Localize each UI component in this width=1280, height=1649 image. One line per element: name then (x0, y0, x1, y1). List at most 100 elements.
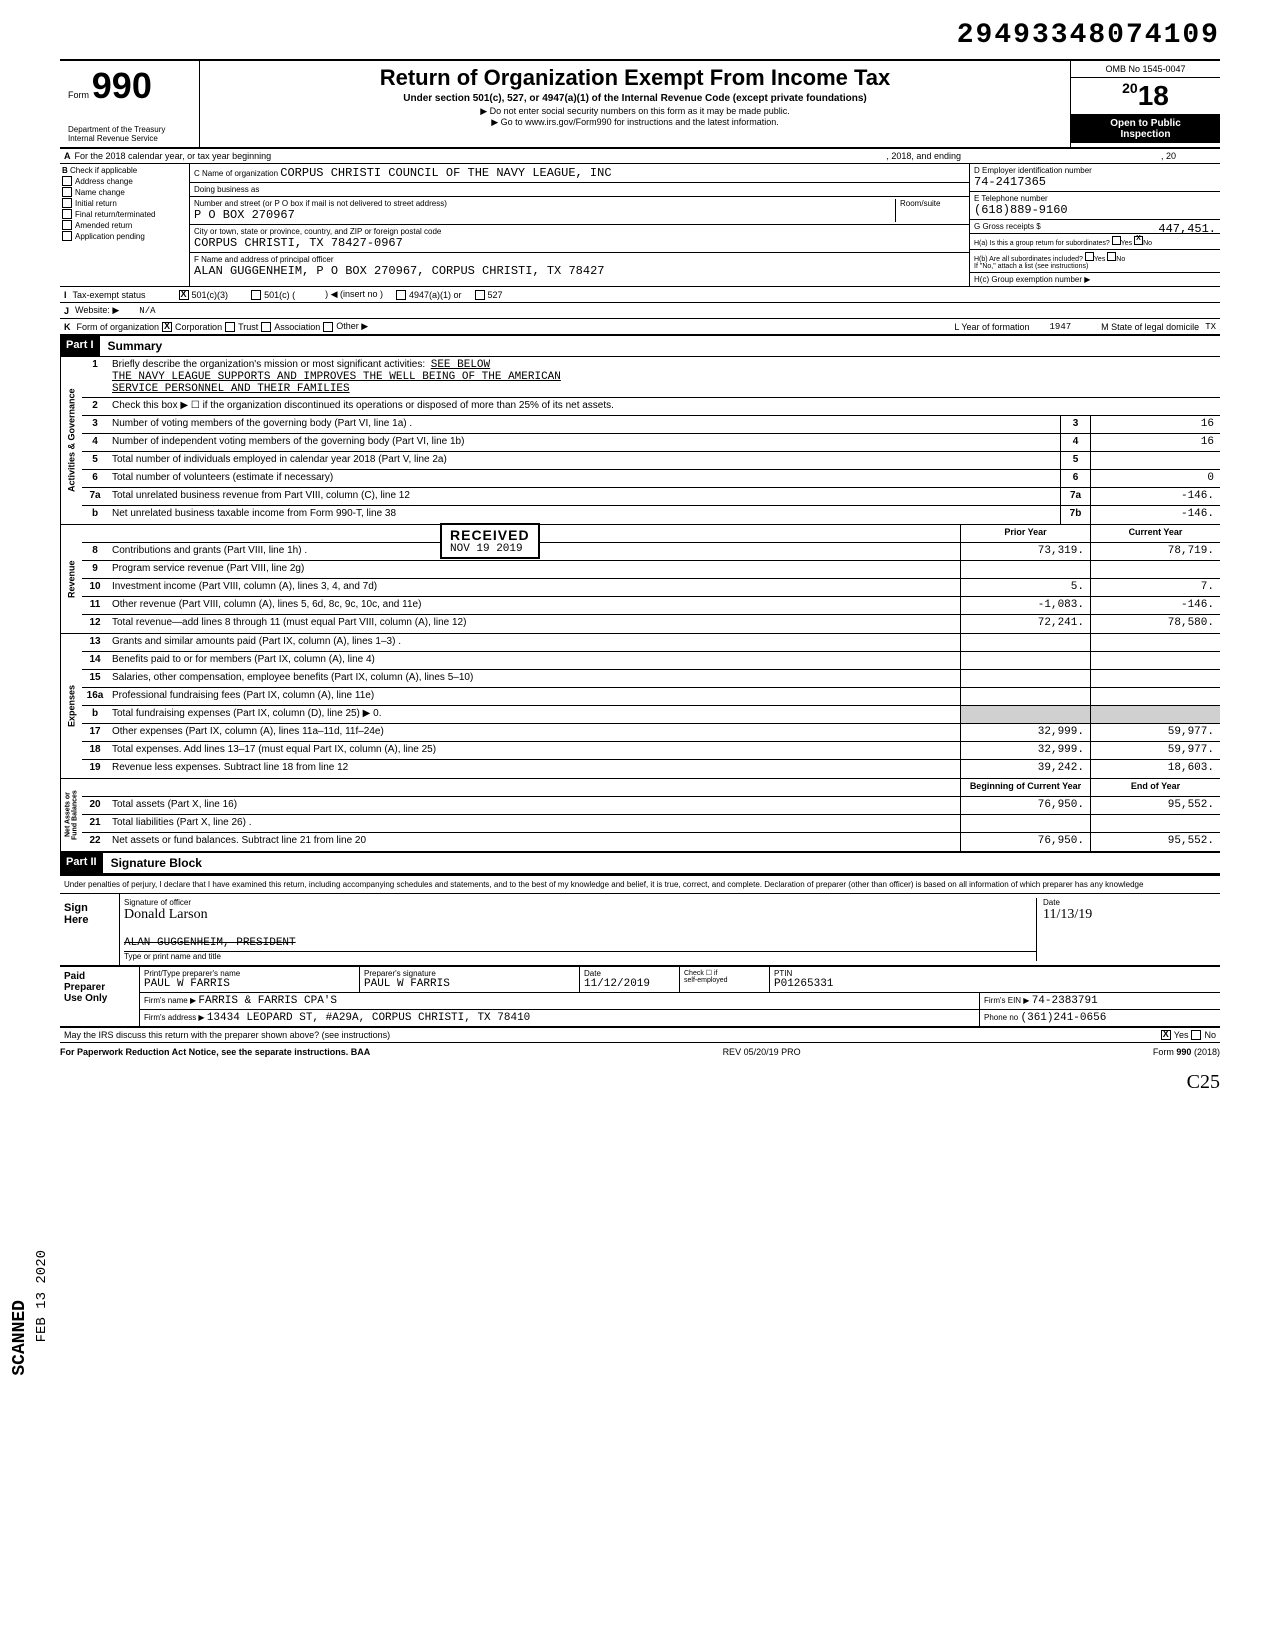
line-2-num: 2 (82, 398, 108, 415)
checkbox-trust[interactable] (225, 322, 235, 332)
line-num: 19 (82, 760, 108, 778)
ptin-value: P01265331 (774, 978, 1216, 990)
table-row: 9 Program service revenue (Part VIII, li… (82, 561, 1220, 579)
current-year-value: 95,552. (1090, 797, 1220, 814)
opt-trust: Trust (238, 322, 258, 332)
line-j: J Website: ▶ N/A (60, 303, 1220, 319)
line-box: 3 (1060, 416, 1090, 433)
firm-name-label: Firm's name ▶ (144, 996, 196, 1005)
line-num: 11 (82, 597, 108, 614)
sig-date-label: Date (1043, 898, 1216, 907)
prep-name-label: Print/Type preparer's name (144, 969, 355, 978)
paid-preparer-grid: Paid Preparer Use Only Print/Type prepar… (60, 966, 1220, 1028)
checkbox-4947[interactable] (396, 290, 406, 300)
officer-row: F Name and address of principal officer … (190, 253, 969, 280)
line-num: 16a (82, 688, 108, 705)
prior-year-value: 72,241. (960, 615, 1090, 633)
gross-value: 447,451. (1158, 222, 1216, 236)
perjury-statement: Under penalties of perjury, I declare th… (60, 876, 1220, 894)
opt-501c: 501(c) ( (264, 290, 295, 300)
checkbox-final-return[interactable] (62, 209, 72, 219)
checkbox-name-change[interactable] (62, 187, 72, 197)
checkbox-amended-return[interactable] (62, 220, 72, 230)
part-2-title: Signature Block (103, 853, 210, 873)
checkbox-initial-return[interactable] (62, 198, 72, 208)
table-row: 18 Total expenses. Add lines 13–17 (must… (82, 742, 1220, 760)
checkbox-application-pending[interactable] (62, 231, 72, 241)
line-desc: Total assets (Part X, line 16) (108, 797, 960, 814)
blank-desc (108, 779, 960, 796)
prior-year-value: 32,999. (960, 742, 1090, 759)
discuss-row: May the IRS discuss this return with the… (60, 1028, 1220, 1043)
line-num: b (82, 506, 108, 524)
hb-no-box[interactable] (1107, 252, 1116, 261)
street-row: Number and street (or P O box if mail is… (190, 197, 969, 225)
hb-yes: Yes (1094, 256, 1105, 263)
line-box: 4 (1060, 434, 1090, 451)
current-year-value: 59,977. (1090, 724, 1220, 741)
hb-no: No (1116, 256, 1125, 263)
checkbox-527[interactable] (475, 290, 485, 300)
sign-here-label: Sign Here (60, 894, 120, 965)
preparer-body: Print/Type preparer's name PAUL W FARRIS… (140, 967, 1220, 1026)
line-j-label: J (64, 306, 69, 316)
prior-year-value: 73,319. (960, 543, 1090, 560)
line-desc: Number of voting members of the governin… (108, 416, 1060, 433)
footer-mid: REV 05/20/19 PRO (723, 1047, 801, 1057)
prep-date: 11/12/2019 (584, 978, 675, 990)
officer-value: ALAN GUGGENHEIM, P O BOX 270967, CORPUS … (194, 264, 965, 278)
ha-yes: Yes (1121, 240, 1132, 247)
officer-typed-name: ALAN GUGGENHEIM, PRESIDENT (124, 937, 296, 949)
ha-no-box[interactable]: X (1134, 236, 1143, 245)
blank-num (82, 779, 108, 796)
part-1-title: Summary (100, 336, 171, 356)
prior-year-value (960, 634, 1090, 651)
ha-no: No (1143, 240, 1152, 247)
ha-row: H(a) Is this a group return for subordin… (970, 234, 1220, 250)
hb-yes-box[interactable] (1085, 252, 1094, 261)
signature-area: Signature of officer Donald Larson ALAN … (120, 894, 1220, 965)
hdr-prior-year: Prior Year (960, 525, 1090, 542)
year-prefix: 20 (1122, 80, 1138, 96)
hc-row: H(c) Group exemption number ▶ (970, 273, 1220, 286)
info-grid: B Check if applicable Address change Nam… (60, 164, 1220, 287)
opt-other: Other ▶ (336, 321, 368, 332)
line-a-text-right: , 20 (1161, 151, 1176, 161)
prior-year-value: 32,999. (960, 724, 1090, 741)
part-2-header: Part II (60, 853, 103, 873)
current-year-value (1090, 688, 1220, 705)
section-revenue: Revenue Prior Year Current Year 8 Contri… (60, 525, 1220, 634)
prep-sig-label: Preparer's signature (364, 969, 575, 978)
line-value: -146. (1090, 506, 1220, 524)
governance-body: 1 Briefly describe the organization's mi… (82, 357, 1220, 524)
opt-501c3: 501(c)(3) (192, 290, 229, 300)
current-year-value: 78,719. (1090, 543, 1220, 560)
goto-line: ▶ Go to www.irs.gov/Form990 for instruct… (204, 117, 1066, 128)
received-stamp: RECEIVED NOV 19 2019 (440, 523, 540, 559)
line-i-label: I (64, 290, 67, 300)
ha-yes-box[interactable] (1112, 236, 1121, 245)
checkbox-address-change[interactable] (62, 176, 72, 186)
line-desc: Other expenses (Part IX, column (A), lin… (108, 724, 960, 741)
officer-label: F Name and address of principal officer (194, 255, 965, 264)
section-governance: Activities & Governance 1 Briefly descri… (60, 357, 1220, 525)
discuss-text: May the IRS discuss this return with the… (64, 1030, 390, 1040)
checkbox-association[interactable] (261, 322, 271, 332)
ein-row: D Employer identification number 74-2417… (970, 164, 1220, 192)
line-num: 22 (82, 833, 108, 851)
side-label-revenue: Revenue (60, 525, 82, 633)
checkbox-corporation[interactable] (162, 322, 172, 332)
discuss-no-box[interactable] (1191, 1030, 1201, 1040)
prior-year-value: 76,950. (960, 797, 1090, 814)
discuss-yes-box[interactable] (1161, 1030, 1171, 1040)
line-1-num: 1 (82, 357, 108, 397)
checkbox-other[interactable] (323, 322, 333, 332)
hdr-end-year: End of Year (1090, 779, 1220, 796)
line-desc: Total number of individuals employed in … (108, 452, 1060, 469)
city-label: City or town, state or province, country… (194, 227, 965, 236)
checkbox-501c[interactable] (251, 290, 261, 300)
checkbox-501c3[interactable] (179, 290, 189, 300)
line-num: 17 (82, 724, 108, 741)
org-name: CORPUS CHRISTI COUNCIL OF THE NAVY LEAGU… (280, 166, 611, 180)
city-value: CORPUS CHRISTI, TX 78427-0967 (194, 236, 965, 250)
